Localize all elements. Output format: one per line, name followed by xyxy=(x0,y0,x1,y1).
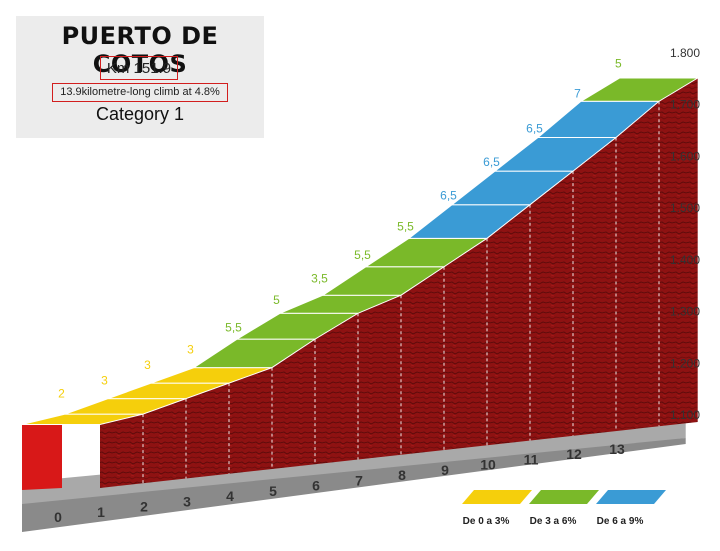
legend-label-2: De 6 a 9% xyxy=(597,516,644,527)
x-tick-6: 6 xyxy=(312,478,320,494)
legend-swatch-0 xyxy=(462,490,532,504)
x-tick-12: 12 xyxy=(566,446,582,462)
x-tick-8: 8 xyxy=(398,467,406,483)
climb-category: Category 1 xyxy=(95,104,185,124)
y-tick-1.200: 1.200 xyxy=(670,356,700,370)
grade-label-km-8: 5,5 xyxy=(397,220,414,234)
y-tick-1.800: 1.800 xyxy=(670,46,700,60)
x-tick-11: 11 xyxy=(524,451,539,467)
x-tick-9: 9 xyxy=(441,462,449,478)
profile-start-face xyxy=(22,424,62,490)
y-tick-1.600: 1.600 xyxy=(670,149,700,163)
legend-swatch-1 xyxy=(529,490,599,504)
y-tick-1.100: 1.100 xyxy=(670,408,700,422)
grade-label-km-5: 5 xyxy=(273,293,280,307)
ground-slab-edge xyxy=(22,438,686,532)
grade-label-km-4: 5,5 xyxy=(225,320,242,334)
grade-label-km-12: 7 xyxy=(574,86,581,100)
climb-title: PUERTO DE COTOS xyxy=(61,22,219,78)
y-tick-1.300: 1.300 xyxy=(670,305,700,319)
x-tick-2: 2 xyxy=(140,499,148,515)
x-tick-0: 0 xyxy=(54,509,62,525)
y-tick-1.400: 1.400 xyxy=(670,253,700,267)
x-tick-13: 13 xyxy=(609,441,625,457)
x-tick-1: 1 xyxy=(97,504,105,520)
legend-label-0: De 0 a 3% xyxy=(463,516,510,527)
grade-label-km-1: 3 xyxy=(101,373,108,387)
x-tick-7: 7 xyxy=(355,472,363,488)
grade-label-km-0: 2 xyxy=(58,386,65,400)
legend-swatch-2 xyxy=(596,490,666,504)
grade-label-km-11: 6,5 xyxy=(526,121,543,135)
grade-label-km-9: 6,5 xyxy=(440,189,457,203)
grade-label-km-13: 5 xyxy=(615,57,622,71)
profile-rock-body xyxy=(100,78,698,488)
grade-label-km-3: 3 xyxy=(187,342,194,356)
grade-label-km-10: 6,5 xyxy=(483,155,500,169)
grade-band-km-13 xyxy=(579,77,700,102)
climb-info-panel: PUERTO DE COTOS Km 151.9 13.9kilometre-l… xyxy=(16,16,264,138)
y-tick-1.700: 1.700 xyxy=(670,98,700,112)
x-tick-4: 4 xyxy=(226,488,234,504)
grade-label-km-2: 3 xyxy=(144,358,151,372)
grade-label-km-7: 5,5 xyxy=(354,248,371,262)
x-tick-10: 10 xyxy=(480,457,496,473)
legend-label-1: De 3 a 6% xyxy=(530,516,577,527)
grade-label-km-6: 3,5 xyxy=(311,271,328,285)
x-tick-5: 5 xyxy=(269,483,277,499)
y-tick-1.500: 1.500 xyxy=(670,201,700,215)
x-tick-3: 3 xyxy=(183,493,191,509)
climb-description: 13.9kilometre-long climb at 4.8% xyxy=(52,83,228,102)
km-marker-label: Km 151.9 xyxy=(100,56,178,80)
